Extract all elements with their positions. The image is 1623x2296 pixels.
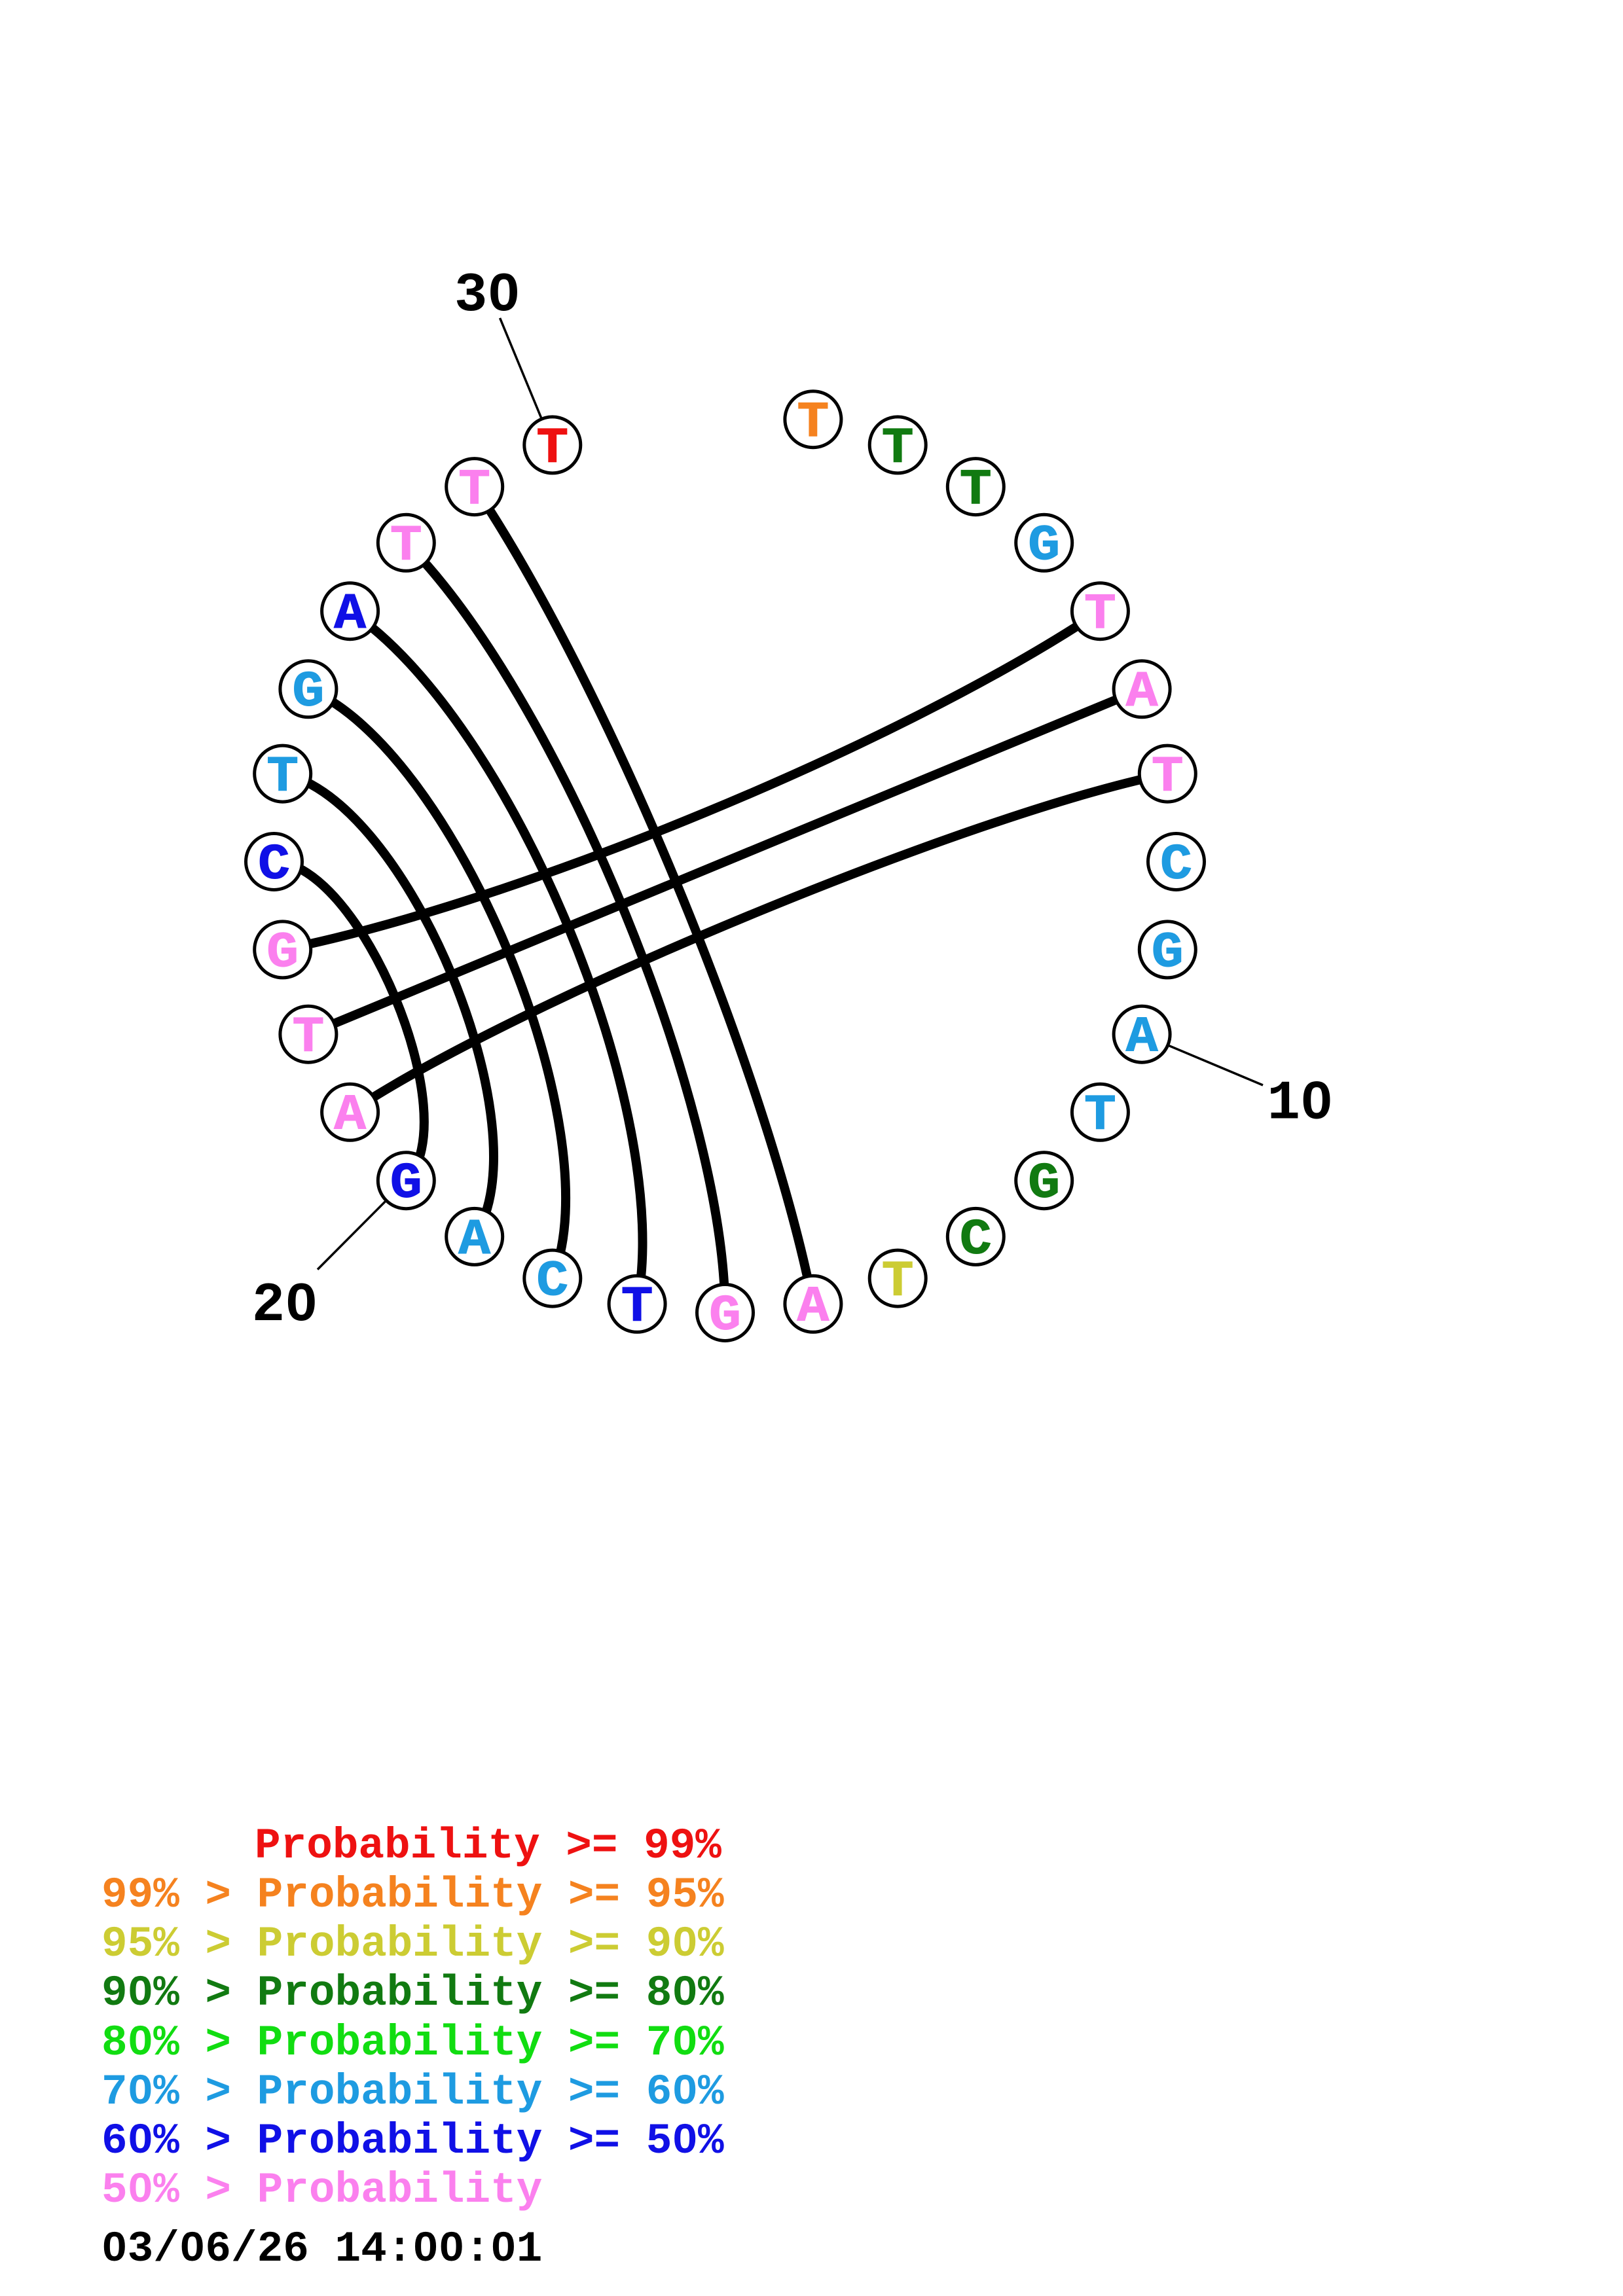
svg-text:50% > Probability: 50% > Probability bbox=[101, 2166, 542, 2215]
svg-text:T: T bbox=[1084, 586, 1116, 643]
svg-text:T: T bbox=[1084, 1088, 1116, 1145]
svg-text:G: G bbox=[292, 664, 324, 721]
svg-text:T: T bbox=[621, 1280, 653, 1336]
svg-text:G: G bbox=[709, 1288, 741, 1345]
svg-text:30: 30 bbox=[454, 265, 520, 327]
svg-text:90% > Probability >= 80%: 90% > Probability >= 80% bbox=[101, 1969, 724, 2018]
svg-text:95% > Probability >= 90%: 95% > Probability >= 90% bbox=[101, 1920, 724, 1969]
svg-text:T: T bbox=[292, 1010, 324, 1067]
svg-text:20: 20 bbox=[252, 1275, 318, 1337]
svg-text:A: A bbox=[1126, 1010, 1159, 1067]
svg-text:A: A bbox=[334, 586, 367, 643]
svg-text:T: T bbox=[882, 1254, 914, 1311]
svg-text:G: G bbox=[1028, 1156, 1060, 1213]
svg-text:T: T bbox=[266, 749, 299, 806]
svg-text:T: T bbox=[390, 518, 422, 575]
svg-text:T: T bbox=[797, 395, 829, 452]
svg-text:T: T bbox=[960, 462, 992, 519]
svg-text:A: A bbox=[797, 1280, 830, 1336]
svg-text:A: A bbox=[334, 1088, 367, 1145]
svg-text:C: C bbox=[960, 1212, 992, 1269]
svg-text:C: C bbox=[258, 837, 290, 894]
svg-text:A: A bbox=[1126, 664, 1159, 721]
svg-text:C: C bbox=[1160, 837, 1192, 894]
svg-text:T: T bbox=[1152, 749, 1184, 806]
svg-text:T: T bbox=[882, 420, 914, 477]
svg-text:80% > Probability >= 70%: 80% > Probability >= 70% bbox=[101, 2018, 724, 2068]
svg-text:99% > Probability >= 95%: 99% > Probability >= 95% bbox=[101, 1871, 724, 1920]
svg-text:G: G bbox=[1152, 925, 1184, 982]
svg-text:03/06/26 14:00:01: 03/06/26 14:00:01 bbox=[101, 2225, 542, 2274]
svg-text:G: G bbox=[1028, 518, 1060, 575]
svg-text:70% > Probability >= 60%: 70% > Probability >= 60% bbox=[101, 2068, 724, 2117]
svg-text:10: 10 bbox=[1267, 1073, 1334, 1136]
svg-text:60% > Probability >= 50%: 60% > Probability >= 50% bbox=[101, 2117, 724, 2166]
svg-text:C: C bbox=[536, 1254, 568, 1311]
svg-text:G: G bbox=[266, 925, 299, 982]
svg-text:T: T bbox=[458, 462, 490, 519]
svg-text:G: G bbox=[390, 1156, 422, 1213]
svg-text:Probability >= 99%: Probability >= 99% bbox=[255, 1821, 721, 1871]
svg-text:A: A bbox=[458, 1212, 491, 1269]
svg-text:T: T bbox=[536, 420, 568, 477]
